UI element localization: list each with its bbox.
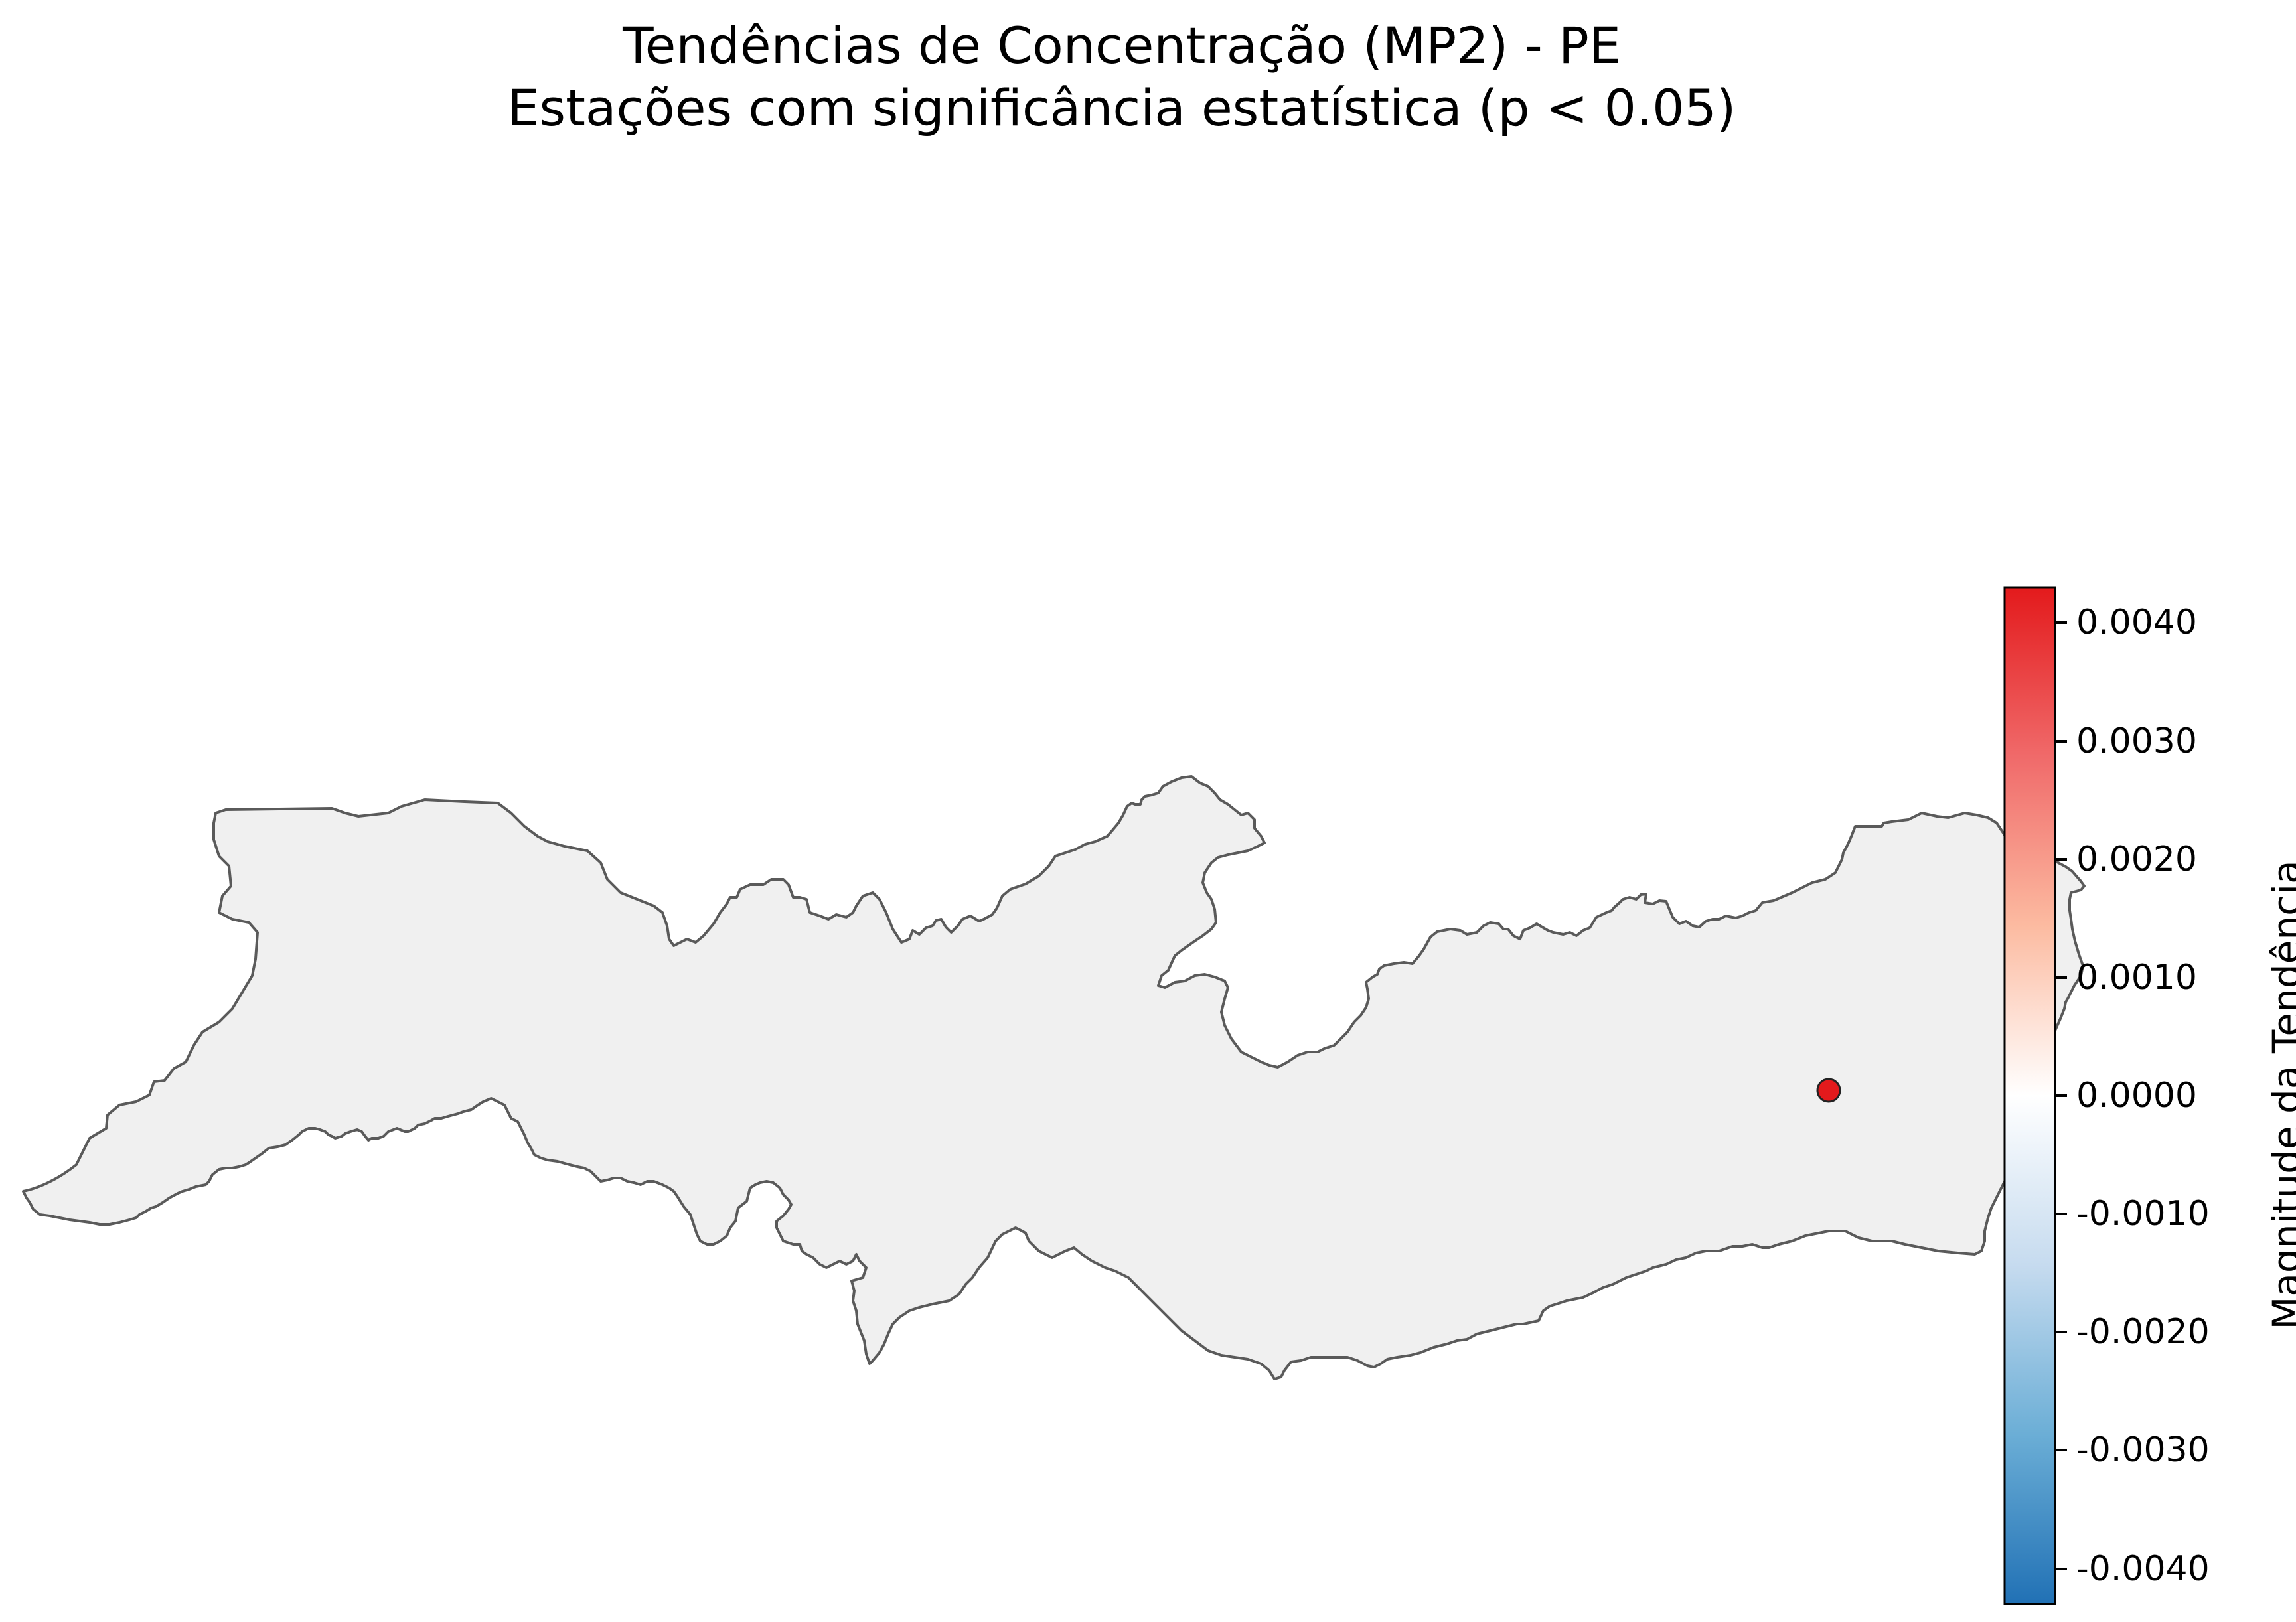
station-marker[interactable] <box>1816 1078 1841 1103</box>
colorbar-tick-label: -0.0030 <box>2076 1430 2210 1471</box>
colorbar-tick-label: -0.0020 <box>2076 1312 2210 1353</box>
colorbar-tick-label: 0.0030 <box>2076 721 2197 761</box>
colorbar-tick-label: 0.0010 <box>2076 957 2197 997</box>
colorbar-tick-mark <box>2055 1213 2067 1216</box>
colorbar-tick-mark <box>2055 976 2067 979</box>
colorbar-tick-label: -0.0010 <box>2076 1194 2210 1234</box>
colorbar-tick-mark <box>2055 1449 2067 1452</box>
colorbar-axis-label: Magnitude da Tendência <box>2264 860 2296 1330</box>
colorbar-tick-mark <box>2055 857 2067 861</box>
colorbar-tick-label: 0.0020 <box>2076 839 2197 879</box>
colorbar-tick-label: -0.0040 <box>2076 1548 2210 1589</box>
colorbar-tick-mark <box>2055 621 2067 625</box>
colorbar-tick-mark <box>2055 1567 2067 1570</box>
stations-layer <box>1816 1078 1841 1103</box>
colorbar-tick-mark <box>2055 739 2067 743</box>
colorbar-tick-mark <box>2055 1094 2067 1097</box>
colorbar-tick-label: 0.0000 <box>2076 1076 2197 1116</box>
pernambuco-state-outline <box>22 775 2086 1380</box>
colorbar-bar <box>2003 586 2056 1605</box>
colorbar-tick-label: 0.0040 <box>2076 603 2197 643</box>
map-title-line-1: Tendências de Concentração (MP2) - PE <box>623 16 1621 75</box>
map-title: Tendências de Concentração (MP2) - PE Es… <box>0 15 2244 139</box>
map-title-line-2: Estações com significância estatística (… <box>507 78 1736 137</box>
colorbar-tick-mark <box>2055 1331 2067 1334</box>
